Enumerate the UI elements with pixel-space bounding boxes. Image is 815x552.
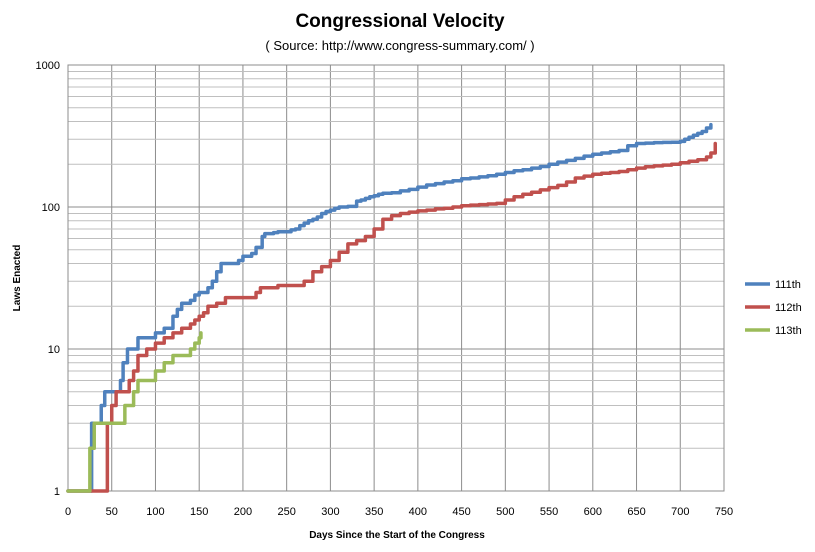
x-tick-label: 450 bbox=[452, 506, 470, 518]
x-tick-label: 700 bbox=[671, 506, 689, 518]
y-tick-label: 10 bbox=[48, 344, 60, 356]
x-tick-label: 50 bbox=[106, 506, 118, 518]
chart-subtitle: ( Source: http://www.congress-summary.co… bbox=[265, 38, 534, 53]
legend: 111th 112th 113th bbox=[745, 279, 802, 337]
x-tick-label: 100 bbox=[146, 506, 164, 518]
y-tick-label: 100 bbox=[42, 202, 60, 214]
x-tick-label: 500 bbox=[496, 506, 514, 518]
x-tick-label: 250 bbox=[277, 506, 295, 518]
x-tick-label: 550 bbox=[540, 506, 558, 518]
y-axis-title: Laws Enacted bbox=[12, 245, 23, 312]
x-tick-label: 0 bbox=[65, 506, 71, 518]
x-tick-label: 150 bbox=[190, 506, 208, 518]
series-lines bbox=[66, 122, 718, 493]
legend-label-113th: 113th bbox=[775, 325, 802, 337]
x-tick-label: 350 bbox=[365, 506, 383, 518]
x-tick-label: 400 bbox=[409, 506, 427, 518]
series-line-113th bbox=[66, 331, 203, 493]
chart-title: Congressional Velocity bbox=[295, 11, 504, 32]
y-tick-label: 1000 bbox=[36, 60, 60, 72]
x-tick-label: 750 bbox=[715, 506, 733, 518]
plot-area-border bbox=[67, 64, 725, 492]
y-tick-label: 1 bbox=[54, 486, 60, 498]
series-line-111th bbox=[66, 122, 713, 493]
legend-label-111th: 111th bbox=[775, 279, 801, 291]
gridlines bbox=[67, 64, 725, 492]
series-line-112th bbox=[66, 141, 718, 493]
x-tick-label: 600 bbox=[584, 506, 602, 518]
x-tick-label: 650 bbox=[627, 506, 645, 518]
x-axis-title: Days Since the Start of the Congress bbox=[309, 530, 485, 541]
legend-label-112th: 112th bbox=[775, 302, 802, 314]
x-tick-label: 300 bbox=[321, 506, 339, 518]
x-tick-label: 200 bbox=[234, 506, 252, 518]
axis-ticks: 0 50 100 150 200 250 300 350 400 450 500 550 600 650 7… bbox=[36, 60, 734, 518]
